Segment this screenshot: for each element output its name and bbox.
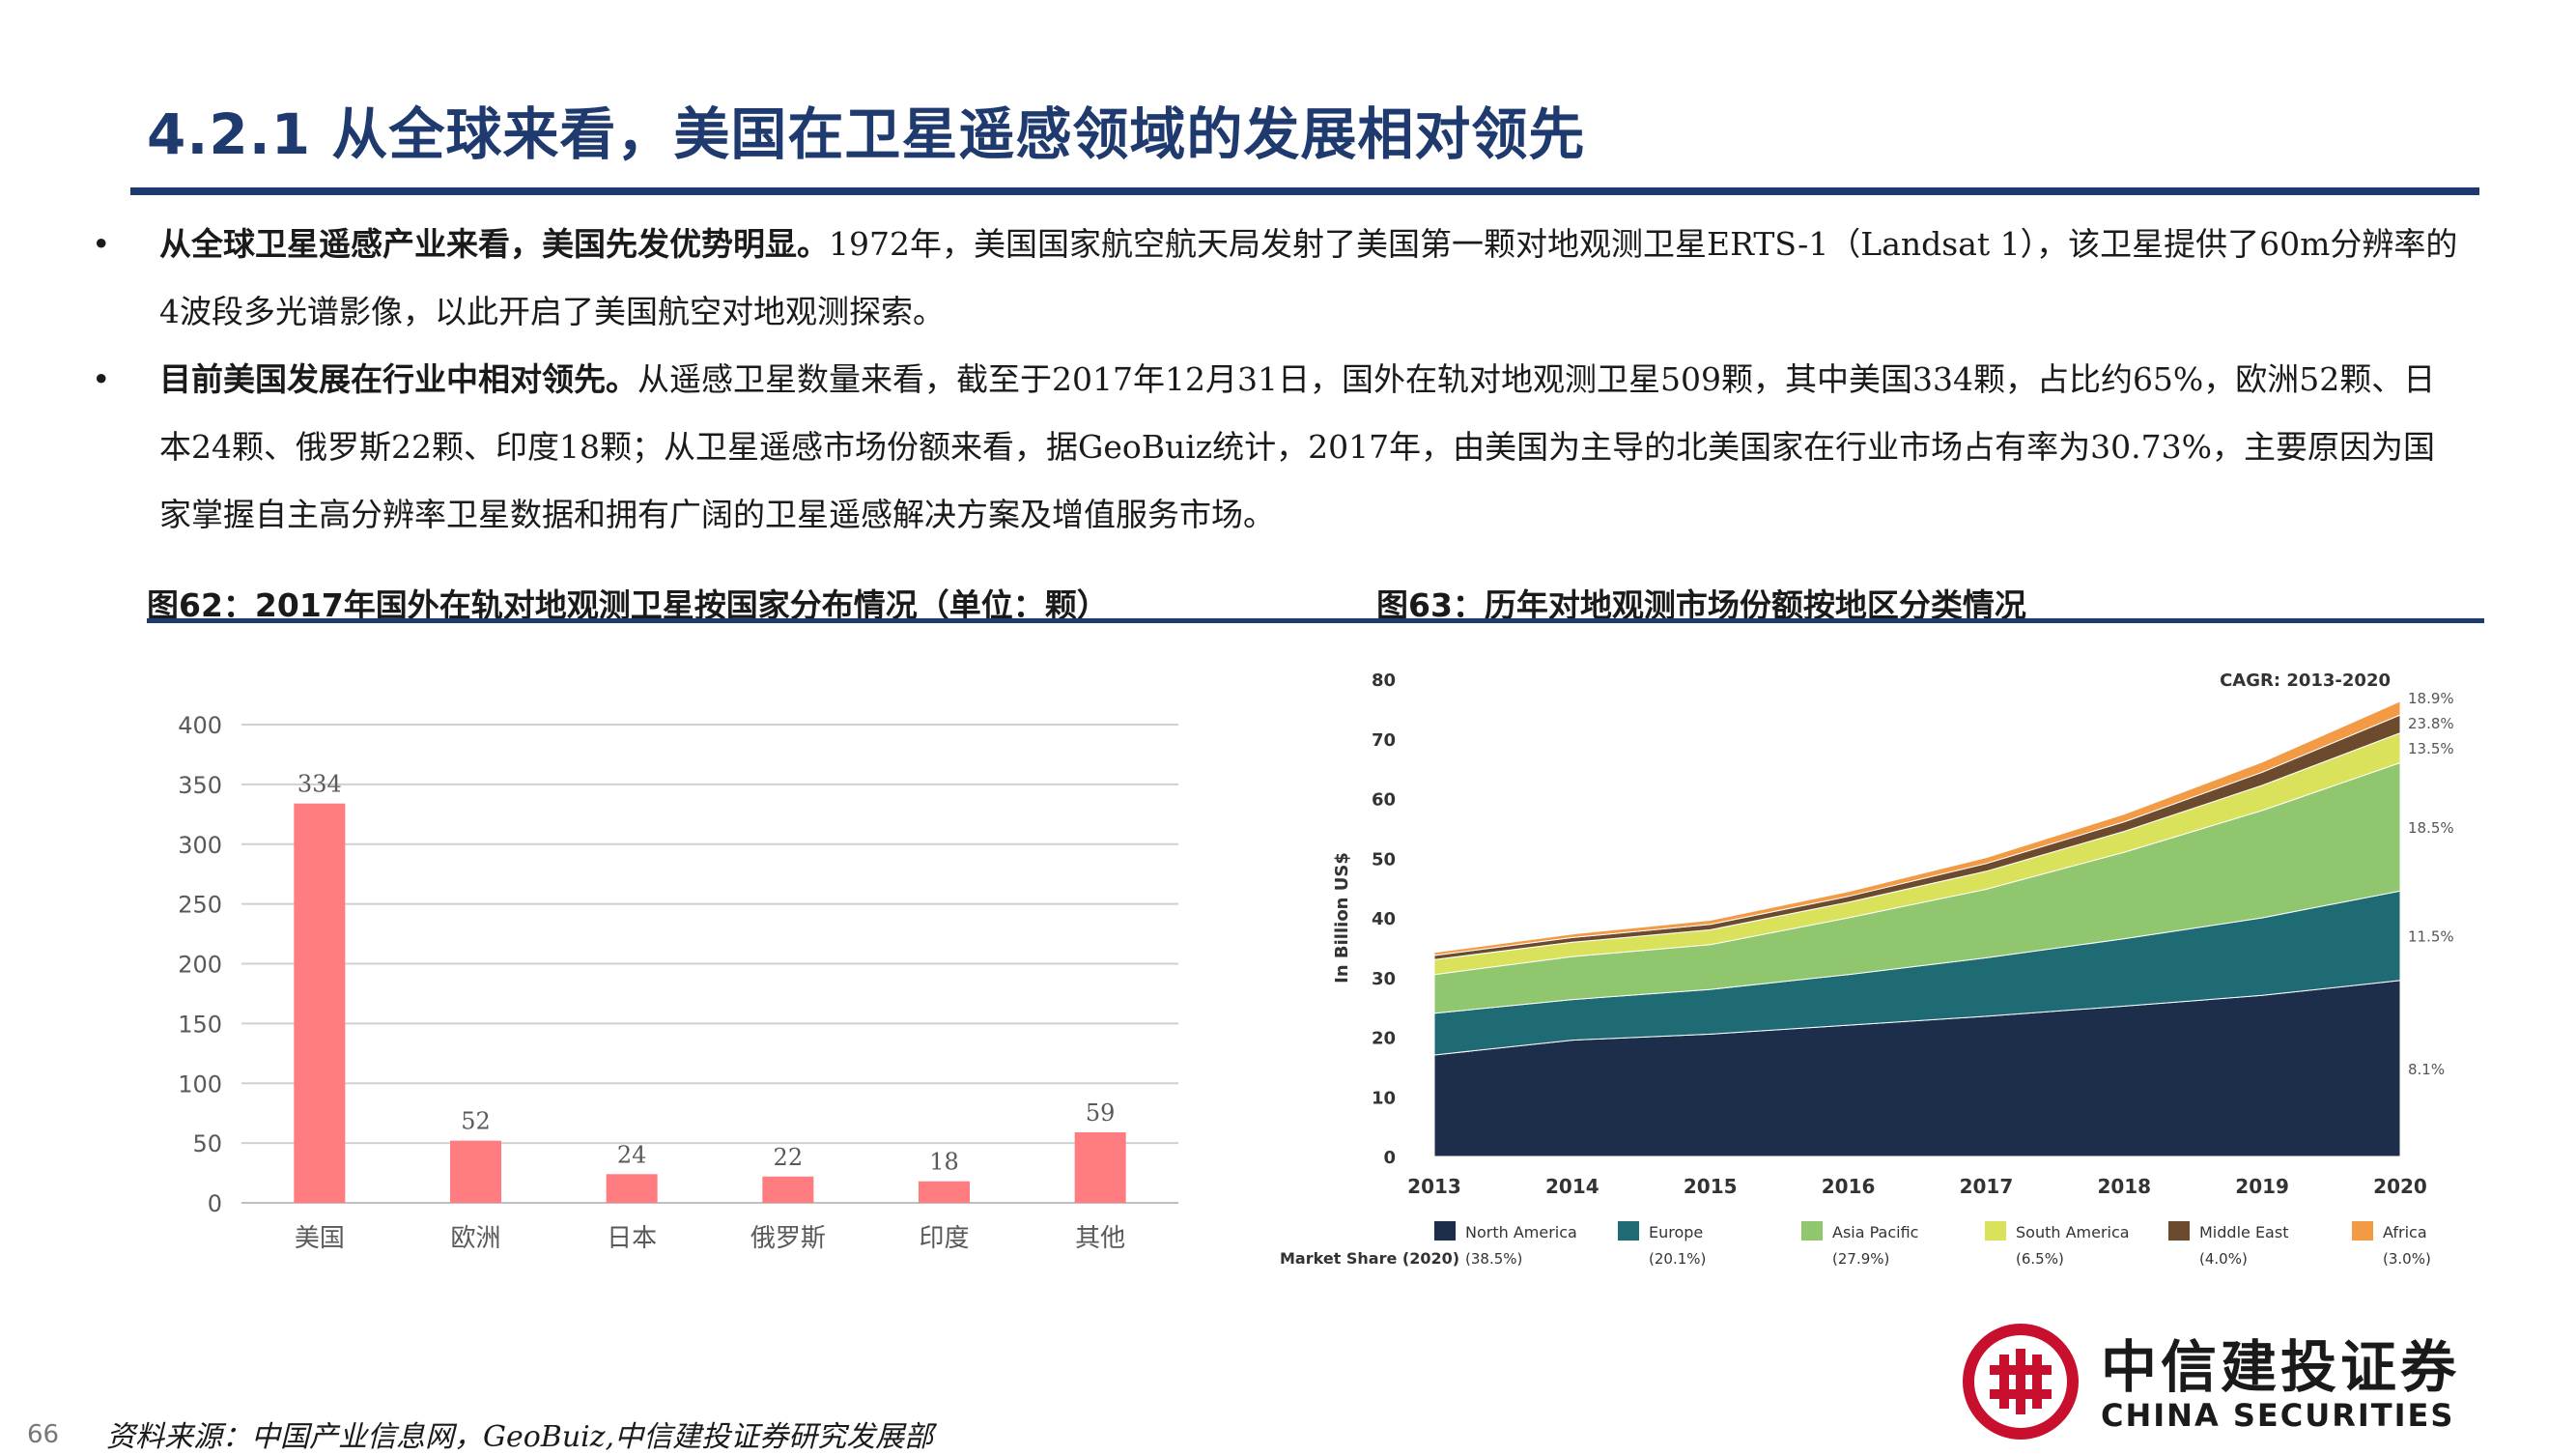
x-tick-label: 美国 xyxy=(295,1224,345,1253)
cagr-label: 23.8% xyxy=(2408,715,2454,732)
source-note: 资料来源：中国产业信息网，GeoBuiz,中信建投证券研究发展部 xyxy=(106,1420,934,1454)
y-tick-label: 60 xyxy=(1372,790,1396,811)
cagr-label: 8.1% xyxy=(2408,1061,2445,1078)
y-tick-label: 10 xyxy=(1372,1088,1396,1108)
legend-swatch xyxy=(1985,1221,2006,1241)
figure63-title: 图63：历年对地观测市场份额按地区分类情况 xyxy=(1376,586,2026,624)
legend-share: (38.5%) xyxy=(1465,1250,1522,1268)
y-tick-label: 20 xyxy=(1372,1029,1396,1049)
x-tick-label: 欧洲 xyxy=(450,1224,500,1253)
data-label: 24 xyxy=(617,1141,647,1168)
bullet-lead: 目前美国发展在行业中相对领先。 xyxy=(159,360,637,398)
x-tick-label: 2020 xyxy=(2373,1175,2427,1198)
legend-label: Europe xyxy=(1649,1223,1703,1241)
legend-share: (6.5%) xyxy=(2016,1250,2064,1268)
cagr-annotation: CAGR: 2013-2020 xyxy=(2220,670,2391,691)
bullet-item: • 目前美国发展在行业中相对领先。从遥感卫星数量来看，截至于2017年12月31… xyxy=(92,346,2458,549)
y-tick-label: 350 xyxy=(178,772,222,799)
bar xyxy=(919,1181,970,1203)
y-tick-label: 150 xyxy=(178,1011,222,1038)
bullet-dot-icon: • xyxy=(92,225,111,263)
legend-share: (4.0%) xyxy=(2199,1250,2248,1268)
bullet-lead: 从全球卫星遥感产业来看，美国先发优势明显。 xyxy=(159,225,829,263)
x-tick-label: 2015 xyxy=(1684,1175,1738,1198)
bar-chart: 0 50 100 150 200 250 300 350 400 334 美国 52 欧洲 24 日本 22 俄… xyxy=(178,712,1178,1253)
x-tick-label: 日本 xyxy=(607,1224,657,1253)
y-tick-label: 70 xyxy=(1372,730,1396,751)
legend-share: (3.0%) xyxy=(2383,1250,2431,1268)
x-tick-label: 2019 xyxy=(2235,1175,2289,1198)
x-tick-label: 2016 xyxy=(1822,1175,1876,1198)
legend-swatch xyxy=(1434,1221,1456,1241)
title-underline xyxy=(130,187,2479,195)
x-tick-label: 2017 xyxy=(1960,1175,2014,1198)
citic-logo-icon xyxy=(1963,1324,2079,1440)
y-tick-label: 30 xyxy=(1372,969,1396,989)
cagr-label: 13.5% xyxy=(2408,740,2454,757)
bullet-text: 从遥感卫星数量来看，截至于2017年12月31日，国外在轨对地观测卫星509颗，… xyxy=(159,360,2436,533)
logo-text-cn: 中信建投证券 xyxy=(2101,1334,2461,1400)
cagr-label: 18.5% xyxy=(2408,819,2454,837)
y-axis-label: In Billion US$ xyxy=(1332,852,1352,984)
y-tick-label: 40 xyxy=(1372,909,1396,929)
x-tick-label: 其他 xyxy=(1075,1224,1125,1253)
legend-swatch xyxy=(2168,1221,2190,1241)
cagr-label: 11.5% xyxy=(2408,928,2454,946)
bar xyxy=(294,803,346,1203)
y-tick-label: 100 xyxy=(178,1070,222,1098)
y-tick-label: 400 xyxy=(178,712,222,739)
bullet-item: • 从全球卫星遥感产业来看，美国先发优势明显。1972年，美国国家航空航天局发射… xyxy=(92,211,2458,346)
legend-share: (27.9%) xyxy=(1832,1250,1889,1268)
legend-title: Market Share (2020) xyxy=(1280,1249,1459,1268)
bullet-text: 1972年，美国国家航空航天局发射了美国第一颗对地观测卫星ERTS-1（Land… xyxy=(159,225,2458,330)
data-label: 334 xyxy=(297,771,342,798)
y-tick-label: 0 xyxy=(1383,1148,1396,1168)
logo-text-en: CHINA SECURITIES xyxy=(2101,1397,2455,1434)
bullet-dot-icon: • xyxy=(92,360,111,398)
bar xyxy=(762,1176,814,1203)
data-label: 22 xyxy=(774,1144,804,1171)
page-number: 66 xyxy=(27,1420,60,1449)
y-tick-label: 0 xyxy=(208,1190,222,1217)
y-tick-label: 250 xyxy=(178,892,222,919)
x-tick-label: 2013 xyxy=(1407,1175,1461,1198)
legend-label: North America xyxy=(1465,1223,1577,1241)
y-tick-label: 80 xyxy=(1372,670,1396,691)
company-logo: 中信建投证券 CHINA SECURITIES xyxy=(1961,1322,2502,1442)
x-tick-label: 2018 xyxy=(2097,1175,2151,1198)
legend-label: Africa xyxy=(2383,1223,2427,1241)
legend-swatch xyxy=(1618,1221,1639,1241)
legend-label: South America xyxy=(2016,1223,2130,1241)
page-title: 4.2.1 从全球来看，美国在卫星遥感领域的发展相对领先 xyxy=(147,101,1586,167)
legend-label: Asia Pacific xyxy=(1832,1223,1918,1241)
x-tick-label: 俄罗斯 xyxy=(750,1224,826,1253)
area-chart: 0 10 20 30 40 50 60 70 80 In Billion US$ 8.1% 11.5%… xyxy=(1280,670,2454,1268)
y-tick-label: 200 xyxy=(178,952,222,979)
x-tick-label: 2014 xyxy=(1545,1175,1599,1198)
data-label: 18 xyxy=(929,1149,959,1176)
area-series-africa xyxy=(1433,700,2401,956)
legend-swatch xyxy=(2352,1221,2373,1241)
data-label: 52 xyxy=(461,1108,491,1135)
y-tick-label: 50 xyxy=(1372,849,1396,870)
data-label: 59 xyxy=(1086,1099,1116,1127)
legend-swatch xyxy=(1801,1221,1823,1241)
legend-label: Middle East xyxy=(2199,1223,2288,1241)
x-tick-label: 印度 xyxy=(919,1224,969,1253)
y-tick-label: 50 xyxy=(192,1130,222,1157)
legend-share: (20.1%) xyxy=(1649,1250,1706,1268)
cagr-label: 18.9% xyxy=(2408,690,2454,707)
bullet-list: • 从全球卫星遥感产业来看，美国先发优势明显。1972年，美国国家航空航天局发射… xyxy=(92,211,2458,549)
y-tick-label: 300 xyxy=(178,832,222,859)
bar xyxy=(1074,1131,1126,1203)
figure-rule xyxy=(147,618,2484,623)
bar xyxy=(606,1174,658,1203)
figure62-title: 图62：2017年国外在轨对地观测卫星按国家分布情况（单位：颗） xyxy=(147,586,1109,624)
bar xyxy=(450,1140,501,1203)
